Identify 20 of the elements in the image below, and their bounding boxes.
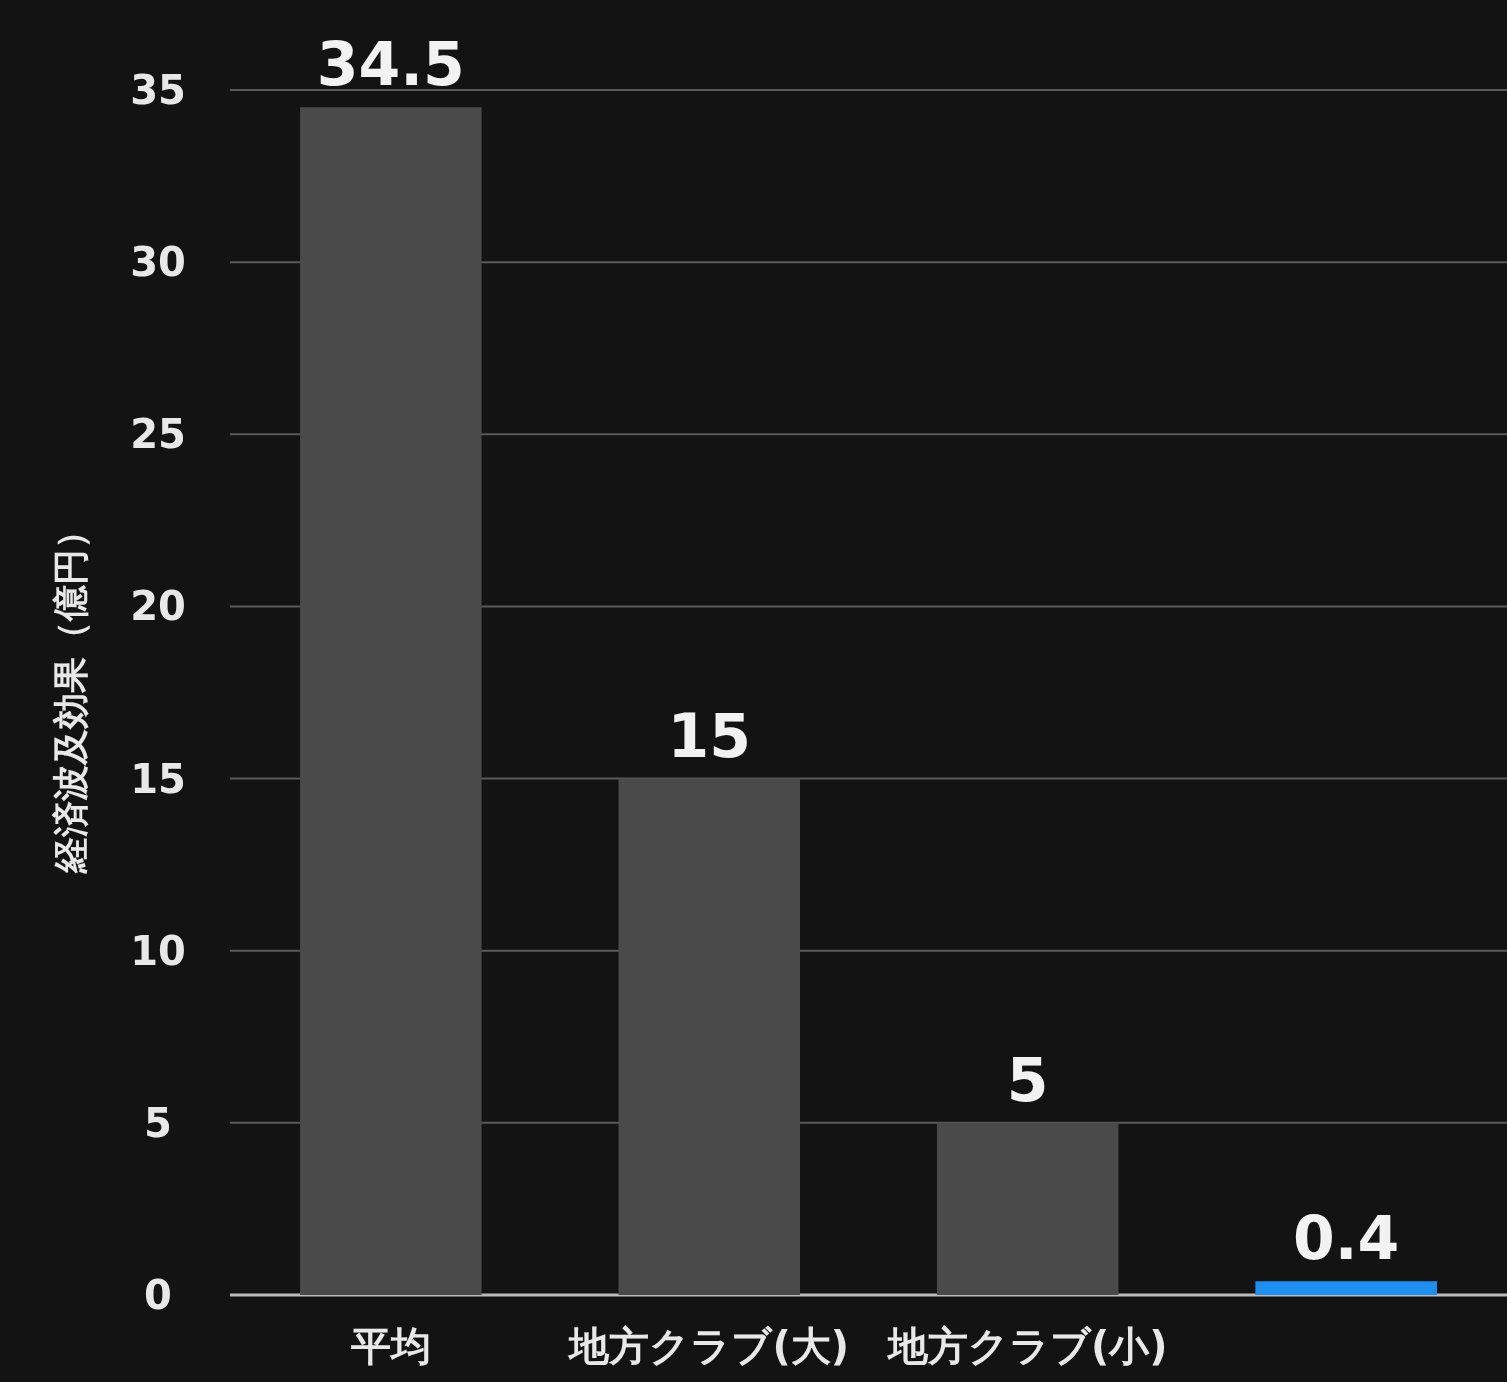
bar: [936, 1122, 1119, 1295]
y-tick-label: 25: [130, 411, 186, 458]
x-tick-label: 地方クラブ(大): [567, 1323, 850, 1369]
y-tick-label: 30: [130, 239, 186, 286]
y-tick-label: 15: [130, 755, 186, 802]
bar: [300, 107, 482, 1295]
bar: [1255, 1281, 1437, 1295]
data-label: 0.4: [1293, 1203, 1400, 1274]
y-tick-label: 5: [144, 1099, 172, 1146]
x-tick-label: 地方クラブ(小): [885, 1323, 1168, 1369]
data-label: 15: [667, 700, 752, 771]
y-tick-label: 35: [130, 67, 186, 113]
data-label: 5: [1006, 1044, 1049, 1115]
y-tick-label: 10: [130, 927, 186, 974]
y-tick-label: 0: [144, 1272, 172, 1318]
x-tick-label: 平均: [349, 1323, 431, 1369]
y-tick-label: 20: [130, 583, 186, 630]
bar: [618, 778, 801, 1295]
data-label: 34.5: [316, 29, 465, 100]
y-axis-title: 経済波及効果（億円）: [49, 512, 91, 874]
